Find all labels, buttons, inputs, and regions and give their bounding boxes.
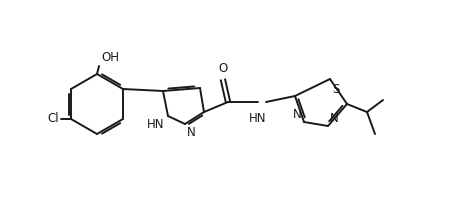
Text: HN: HN (146, 118, 164, 131)
Text: N: N (329, 112, 338, 125)
Text: Cl: Cl (47, 112, 59, 125)
Text: O: O (218, 62, 227, 75)
Text: OH: OH (101, 51, 119, 64)
Text: N: N (293, 108, 301, 121)
Text: S: S (331, 83, 339, 96)
Text: HN: HN (249, 112, 266, 125)
Text: N: N (187, 126, 195, 139)
